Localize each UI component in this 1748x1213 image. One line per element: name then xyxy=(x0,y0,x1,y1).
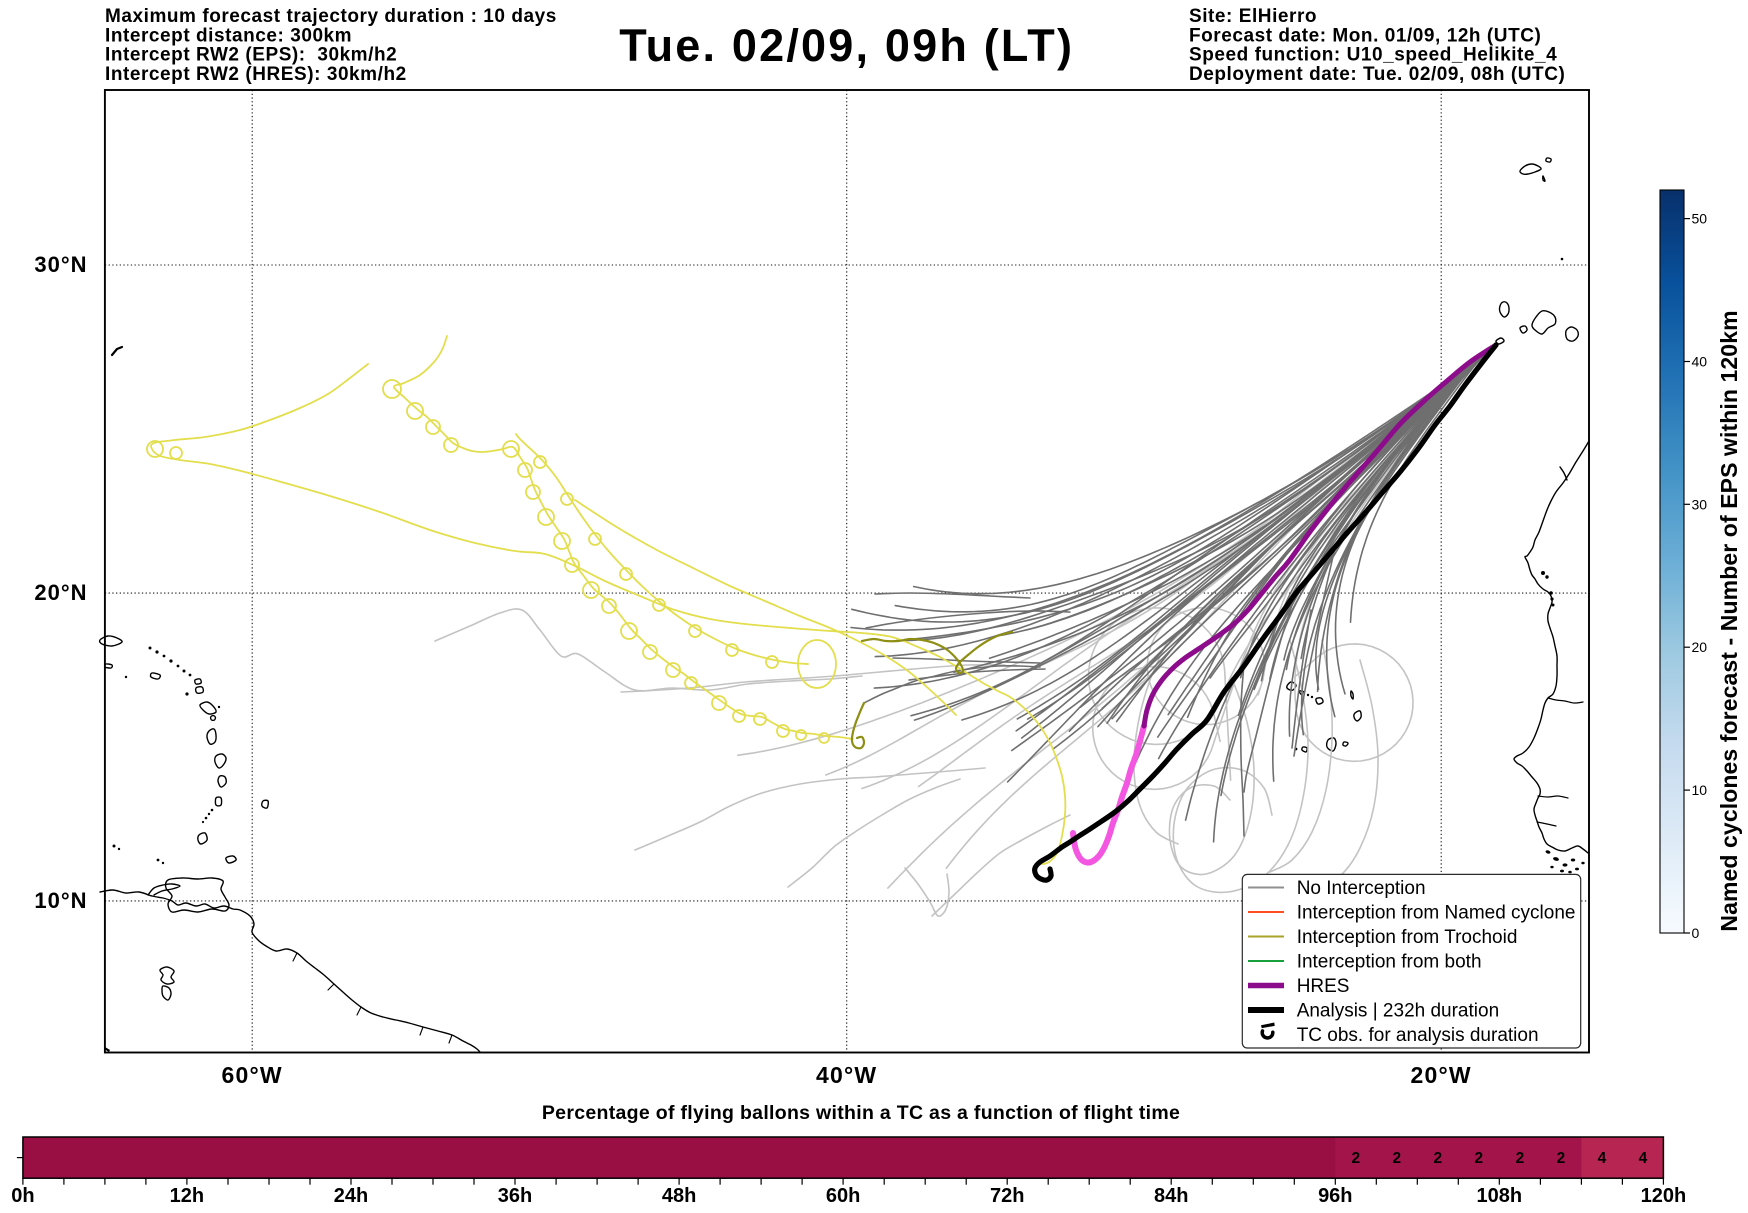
svg-text:40°W: 40°W xyxy=(816,1062,877,1088)
svg-text:Site: ElHierro: Site: ElHierro xyxy=(1189,6,1317,27)
svg-text:20: 20 xyxy=(1692,639,1708,655)
svg-text:120h: 120h xyxy=(1641,1185,1687,1207)
svg-text:Intercept RW2 (EPS): 30km/h2: Intercept RW2 (EPS): 30km/h2 xyxy=(105,45,397,66)
svg-text:2: 2 xyxy=(1557,1150,1566,1167)
svg-text:Speed function: U10_speed_Heli: Speed function: U10_speed_Helikite_4 xyxy=(1189,45,1557,66)
svg-text:Interception from Trochoid: Interception from Trochoid xyxy=(1297,927,1518,948)
svg-text:Analysis | 232h duration: Analysis | 232h duration xyxy=(1297,1001,1499,1022)
svg-text:4: 4 xyxy=(1598,1150,1607,1167)
svg-text:2: 2 xyxy=(1351,1150,1360,1167)
svg-text:Intercept RW2 (HRES): 30km/h2: Intercept RW2 (HRES): 30km/h2 xyxy=(105,64,407,85)
svg-text:Forecast date: Mon. 01/09, 12h: Forecast date: Mon. 01/09, 12h (UTC) xyxy=(1189,25,1541,46)
svg-text:Named cyclones forecast - Numb: Named cyclones forecast - Number of EPS … xyxy=(1716,310,1742,931)
svg-text:40: 40 xyxy=(1692,354,1708,370)
svg-text:TC obs. for analysis duration: TC obs. for analysis duration xyxy=(1297,1025,1539,1046)
svg-text:0h: 0h xyxy=(11,1185,34,1207)
svg-text:60h: 60h xyxy=(826,1185,860,1207)
svg-text:48h: 48h xyxy=(662,1185,696,1207)
svg-text:30: 30 xyxy=(1692,496,1708,512)
svg-text:84h: 84h xyxy=(1154,1185,1188,1207)
svg-text:Percentage of flying ballons w: Percentage of flying ballons within a TC… xyxy=(542,1102,1180,1124)
svg-text:60°W: 60°W xyxy=(222,1062,283,1088)
svg-text:36h: 36h xyxy=(498,1185,532,1207)
svg-text:No Interception: No Interception xyxy=(1297,878,1426,899)
svg-text:24h: 24h xyxy=(334,1185,368,1207)
svg-text:Interception from both: Interception from both xyxy=(1297,952,1482,973)
svg-text:4: 4 xyxy=(1639,1150,1648,1167)
svg-text:Intercept distance: 300km: Intercept distance: 300km xyxy=(105,25,352,46)
svg-text:2: 2 xyxy=(1433,1150,1442,1167)
svg-text:20°N: 20°N xyxy=(34,580,87,605)
svg-text:Interception from Named cyclon: Interception from Named cyclone xyxy=(1297,903,1576,924)
svg-text:Deployment date: Tue. 02/09, 0: Deployment date: Tue. 02/09, 08h (UTC) xyxy=(1189,64,1565,85)
svg-text:HRES: HRES xyxy=(1297,976,1350,997)
svg-text:Tue. 02/09, 09h (LT): Tue. 02/09, 09h (LT) xyxy=(619,20,1074,71)
svg-text:2: 2 xyxy=(1474,1150,1483,1167)
svg-text:10°N: 10°N xyxy=(34,888,87,913)
svg-text:96h: 96h xyxy=(1318,1185,1352,1207)
svg-text:Maximum forecast trajectory du: Maximum forecast trajectory duration : 1… xyxy=(105,6,557,27)
svg-text:0: 0 xyxy=(1692,925,1700,941)
svg-text:2: 2 xyxy=(1392,1150,1401,1167)
svg-text:72h: 72h xyxy=(990,1185,1024,1207)
svg-text:50: 50 xyxy=(1692,211,1708,227)
svg-text:2: 2 xyxy=(1516,1150,1525,1167)
svg-text:30°N: 30°N xyxy=(34,252,87,277)
svg-text:20°W: 20°W xyxy=(1411,1062,1472,1088)
svg-text:12h: 12h xyxy=(170,1185,204,1207)
svg-text:108h: 108h xyxy=(1477,1185,1523,1207)
svg-text:10: 10 xyxy=(1692,782,1708,798)
